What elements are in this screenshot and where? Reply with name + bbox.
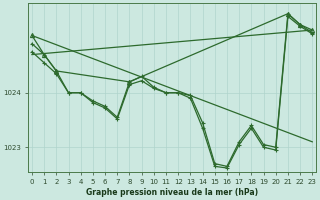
X-axis label: Graphe pression niveau de la mer (hPa): Graphe pression niveau de la mer (hPa) [86,188,258,197]
